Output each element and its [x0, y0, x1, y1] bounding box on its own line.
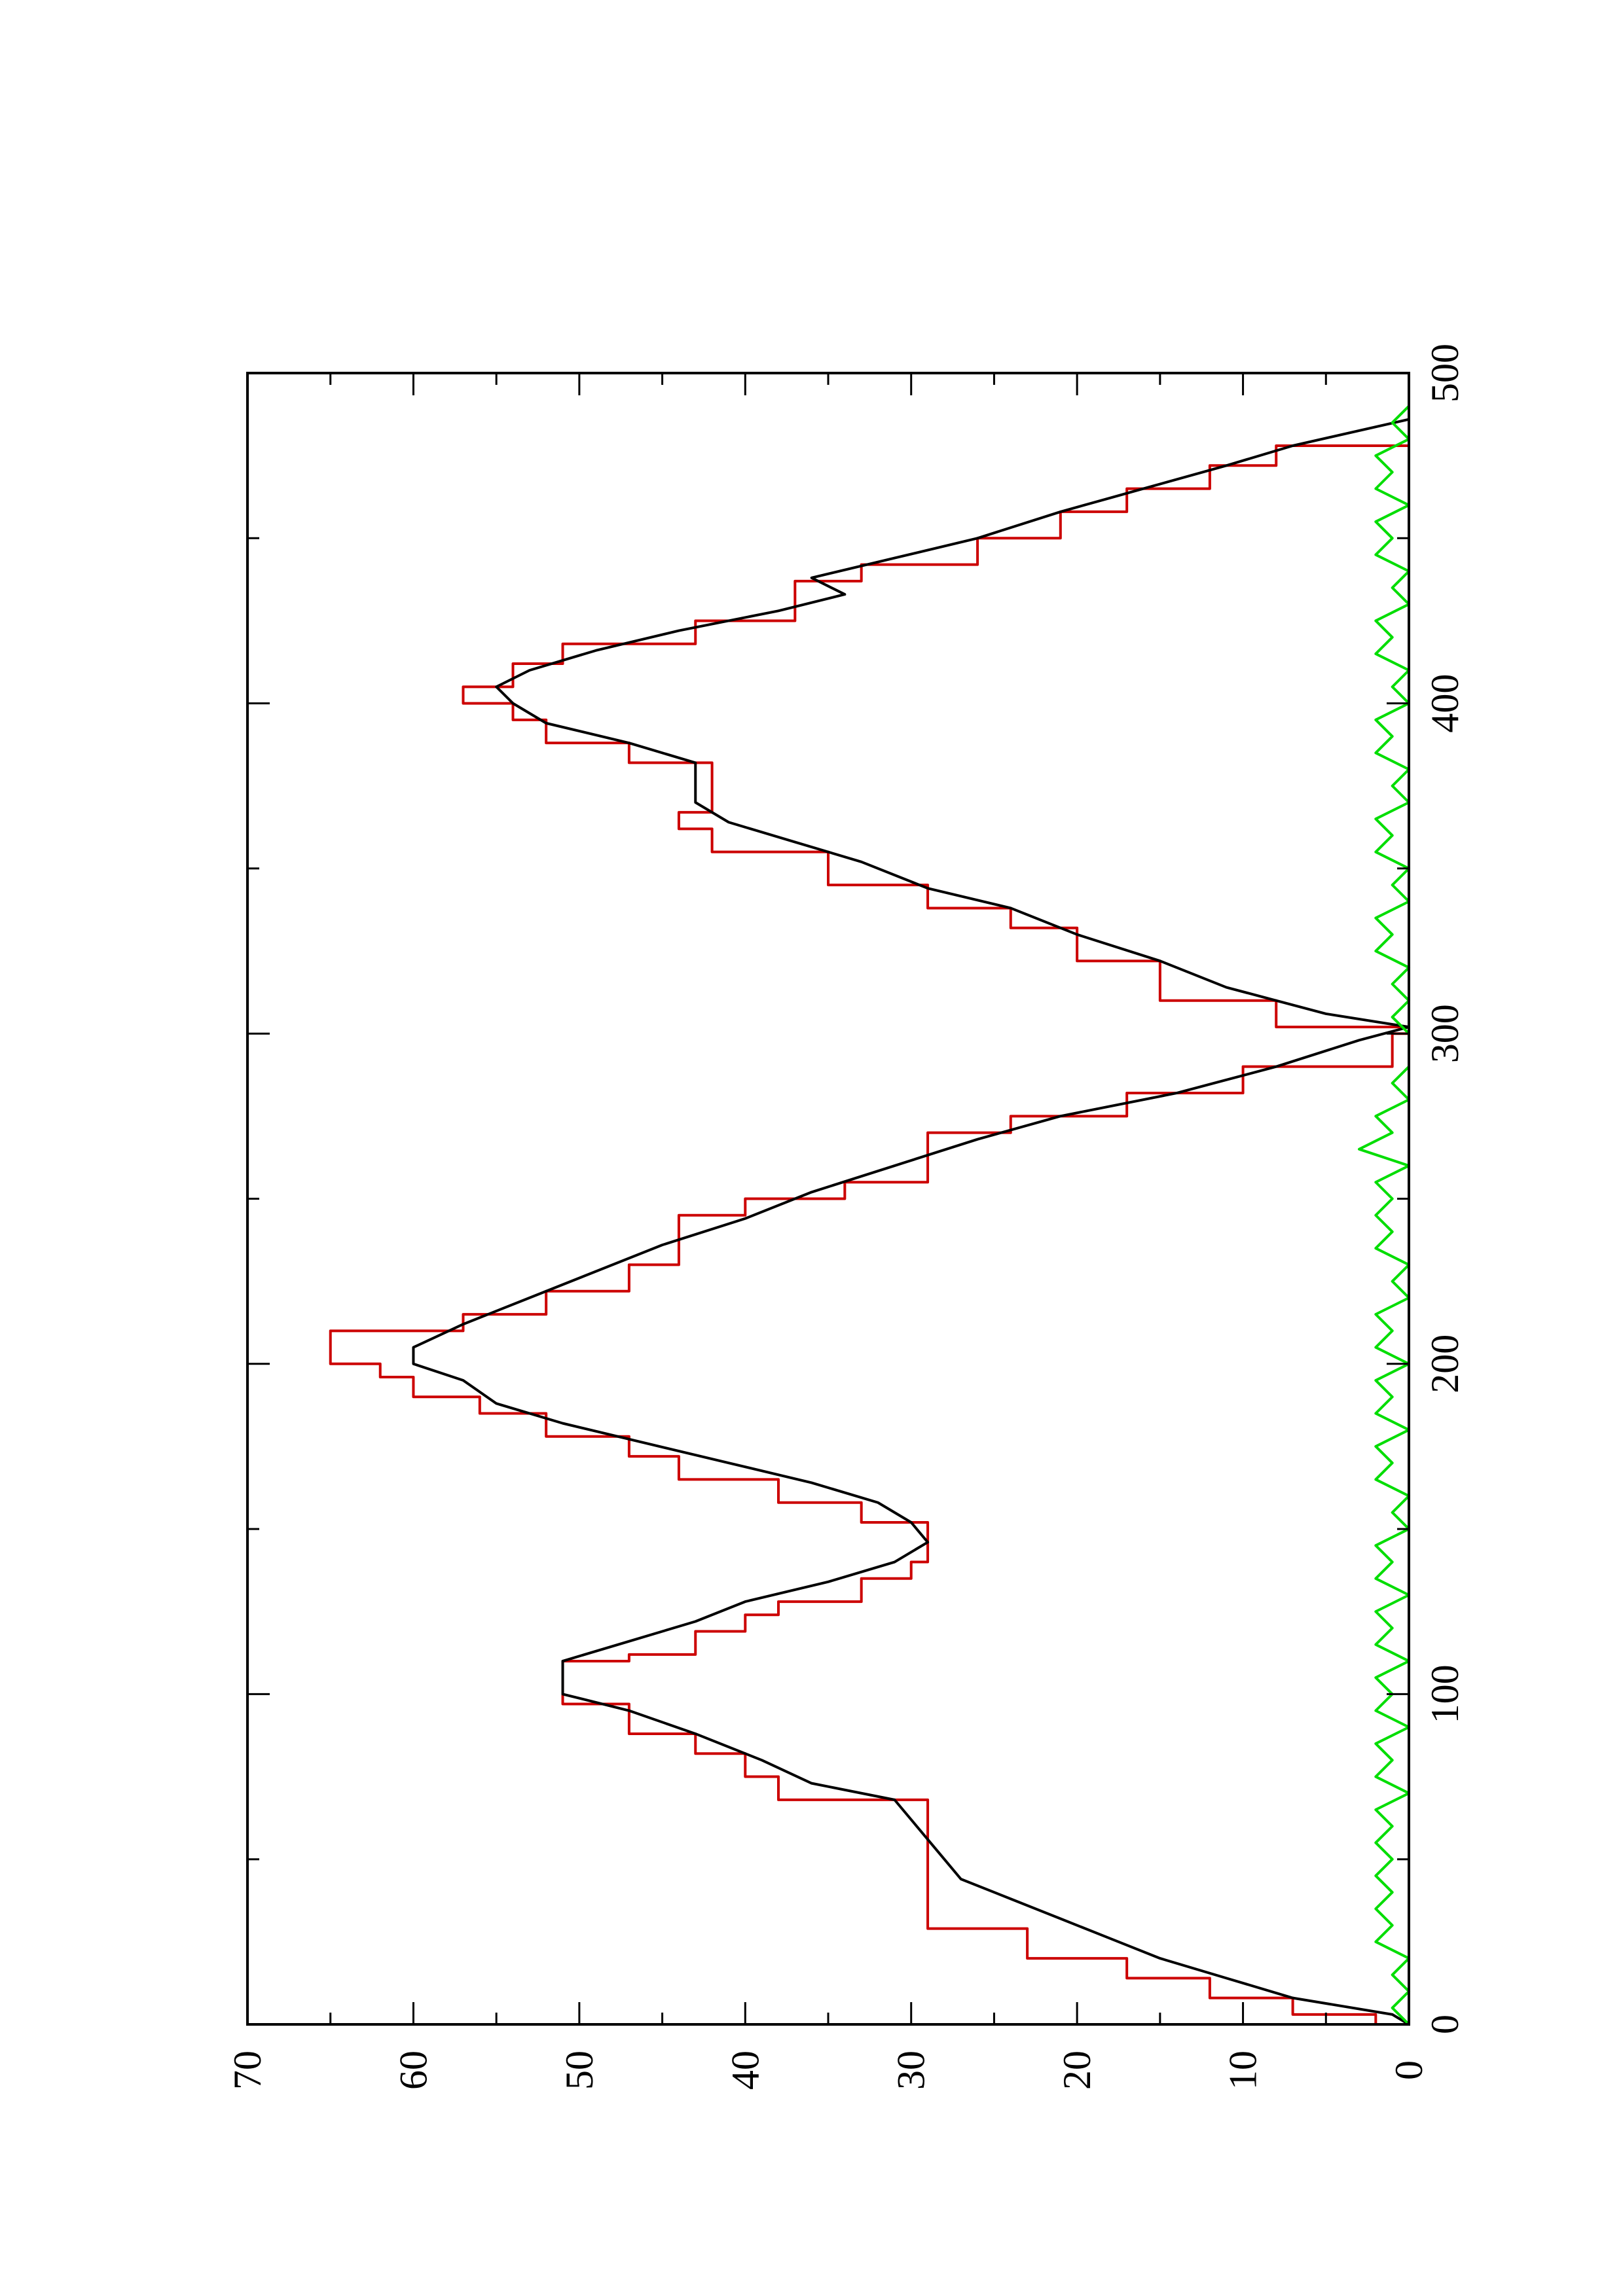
series-line-3 — [1357, 405, 1410, 2026]
x-tick-label: 0 — [1423, 2015, 1467, 2034]
x-tick-label: 500 — [1423, 344, 1467, 403]
x-tick-label: 300 — [1423, 1004, 1467, 1063]
y-tick-label: 20 — [1055, 2051, 1099, 2090]
x-tick-label: 200 — [1423, 1335, 1467, 1393]
series-line-2 — [412, 418, 1410, 2026]
x-tick-label: 100 — [1423, 1664, 1467, 1723]
y-tick-label: 60 — [392, 2051, 435, 2090]
y-tick-label: 0 — [1387, 2060, 1431, 2080]
y-tick-label: 50 — [558, 2051, 601, 2090]
y-tick-label: 40 — [723, 2051, 767, 2090]
series-layer — [329, 405, 1410, 2026]
series-line-1 — [329, 419, 1410, 2026]
y-tick-label: 10 — [1222, 2051, 1265, 2090]
x-tick-label: 400 — [1423, 674, 1467, 733]
labels-layer: 0 100 200 300 400 500 0 10 20 30 40 50 60 70 — [226, 344, 1467, 2090]
y-tick-label: 70 — [226, 2051, 269, 2090]
y-tick-label: 30 — [890, 2051, 933, 2090]
plot-frame — [246, 372, 1410, 2026]
